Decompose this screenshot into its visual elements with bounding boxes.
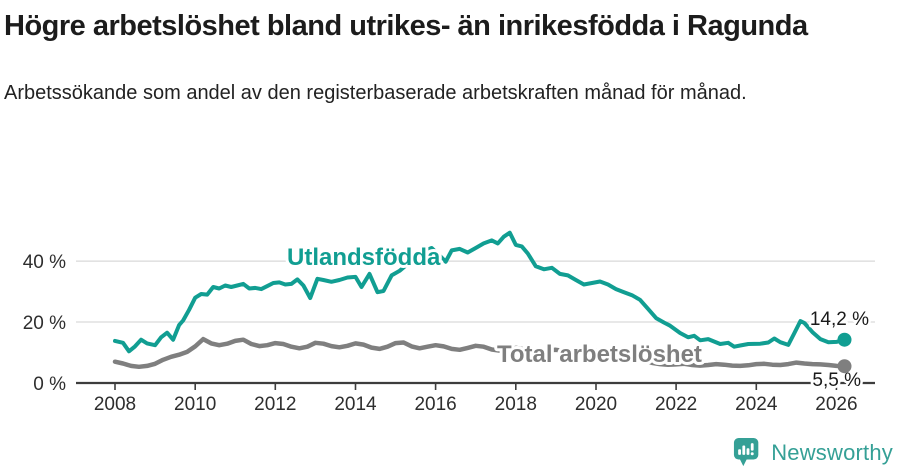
series-end-value-label-0: 14,2 % bbox=[810, 309, 869, 330]
x-tick-label: 2010 bbox=[174, 394, 216, 415]
series-line-1 bbox=[112, 336, 847, 370]
x-tick-label: 2012 bbox=[254, 394, 296, 415]
x-tick-label: 2016 bbox=[414, 394, 456, 415]
x-tick-label: 2024 bbox=[735, 394, 778, 415]
unemployment-line-chart: 2008 2010 2012 2014 2016 2018 2020 2022 2024 2026… bbox=[23, 230, 875, 415]
y-tick-label: 0 % bbox=[33, 374, 66, 395]
series-name-label-0: Utlandsfödda bbox=[287, 244, 441, 271]
x-tick-label: 2022 bbox=[655, 394, 697, 415]
series-name-label-1: Total arbetslöshet bbox=[497, 341, 702, 368]
x-tick-label: 2026 bbox=[815, 394, 857, 415]
x-tick-label: 2020 bbox=[575, 394, 617, 415]
page-title: Högre arbetslöshet bland utrikes- än inr… bbox=[4, 10, 808, 42]
x-tick-label: 2008 bbox=[94, 394, 136, 415]
y-tick-label: 40 % bbox=[23, 252, 66, 273]
y-tick-label: 20 % bbox=[23, 313, 66, 334]
series-end-value-label-1: 5,5 % bbox=[812, 370, 861, 391]
newsworthy-brand-text: Newsworthy bbox=[771, 439, 893, 465]
chart-figure: 2008 2010 2012 2014 2016 2018 2020 2022 2024 2026… bbox=[0, 200, 900, 440]
newsworthy-logo-icon bbox=[734, 437, 759, 467]
x-tick-label: 2014 bbox=[334, 394, 377, 415]
page-subtitle: Arbetssökande som andel av den registerb… bbox=[4, 82, 747, 104]
series-line-0 bbox=[113, 230, 847, 354]
x-tick-label: 2018 bbox=[495, 394, 537, 415]
series-end-dot-1 bbox=[837, 359, 852, 374]
series-end-dot-0 bbox=[837, 332, 852, 347]
newsworthy-attribution[interactable]: Newsworthy bbox=[733, 437, 893, 468]
